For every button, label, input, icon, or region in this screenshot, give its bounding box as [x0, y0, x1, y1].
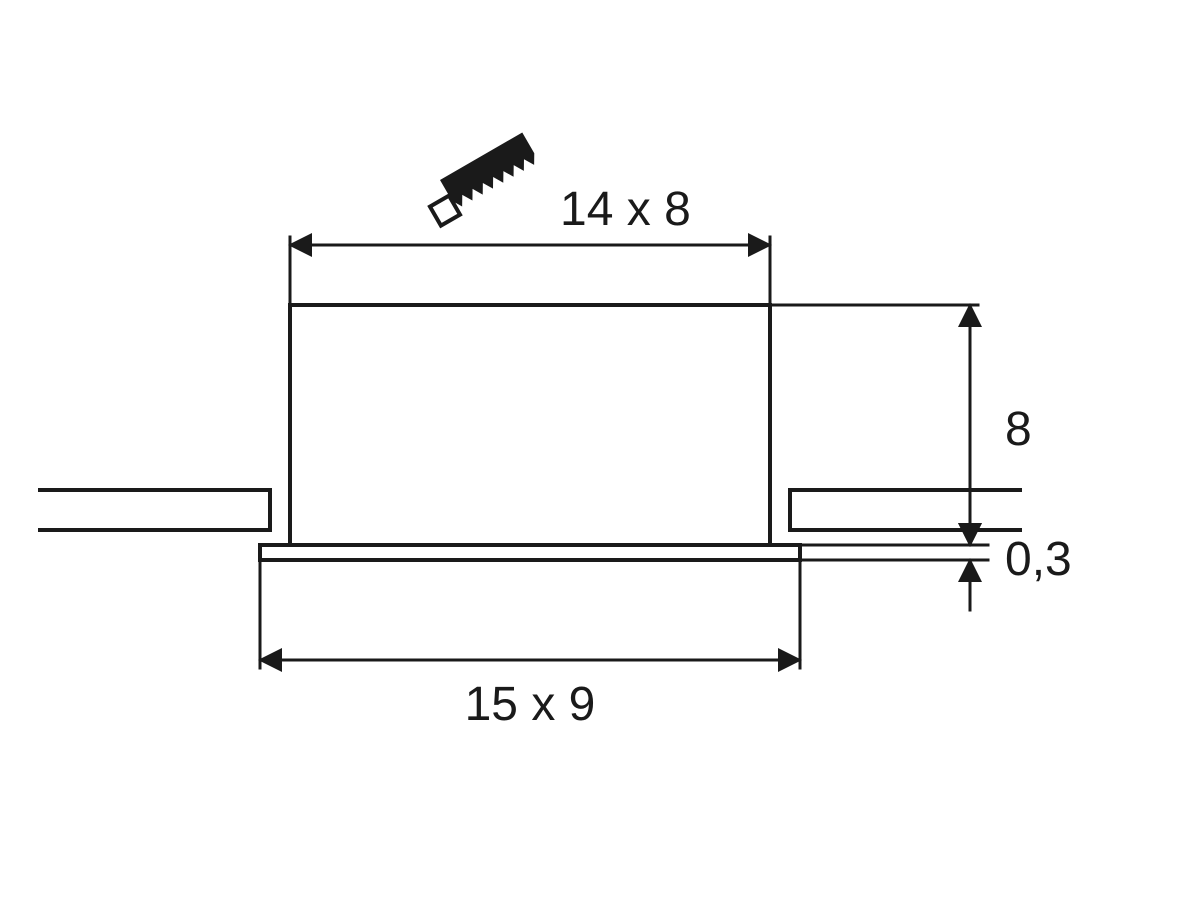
dim-bottom-label: 15 x 9	[465, 678, 596, 731]
dim-flange-label: 0,3	[1005, 533, 1072, 586]
dimension-lines	[260, 237, 988, 668]
dim-top-label: 14 x 8	[560, 183, 691, 236]
saw-icon	[421, 133, 542, 226]
technical-drawing: 14 x 8 15 x 9 8 0,3	[0, 0, 1200, 900]
fixture-outline	[40, 305, 1020, 560]
saw-icon	[421, 133, 542, 226]
dim-height-label: 8	[1005, 403, 1032, 456]
